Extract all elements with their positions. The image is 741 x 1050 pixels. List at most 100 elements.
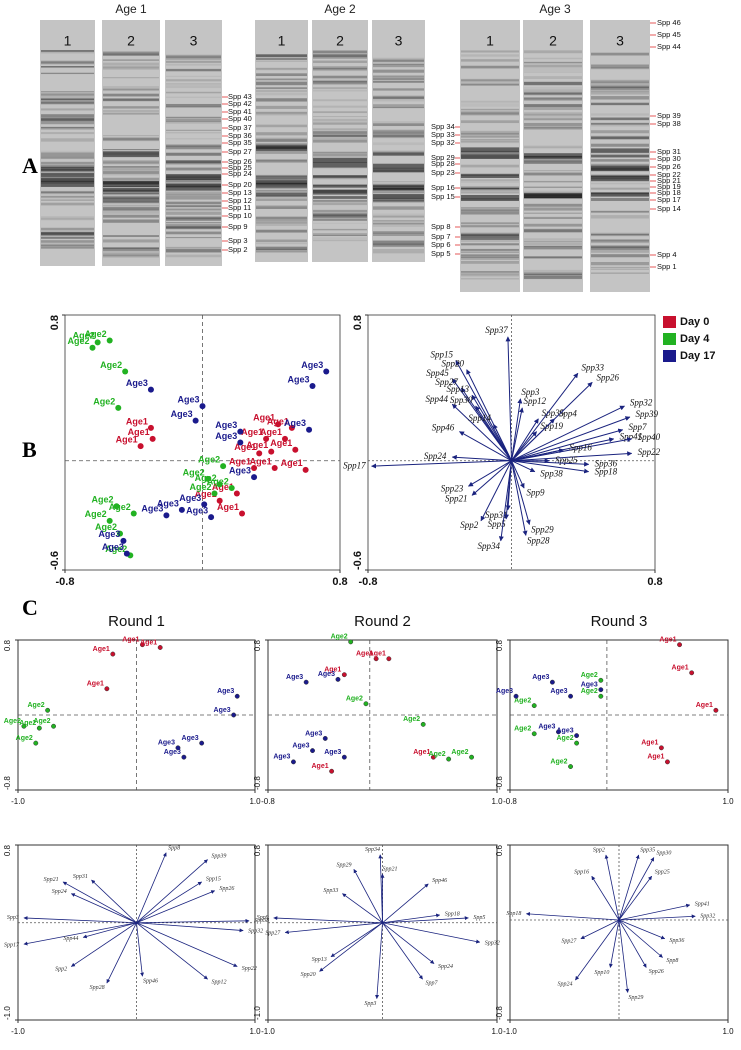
gel-band [256,192,307,195]
gel-band [103,89,159,92]
gel-band [256,114,307,116]
gel-band [461,50,519,53]
gel-band [461,108,519,111]
species-label: Spp 43 [228,92,252,101]
gel-band [166,120,221,124]
lane-label: 2 [127,33,135,49]
gel-band [41,118,94,121]
gel-band [103,51,159,53]
loading-arrow [451,403,512,462]
point [220,463,227,470]
lane-label: 2 [549,33,557,49]
gel-band [166,205,221,208]
gel-band [256,224,307,226]
gel-band [256,57,307,61]
species-label: Spp 42 [228,99,252,108]
gel-band [524,272,582,276]
gel-band [313,196,367,199]
gel-band [41,93,94,96]
gel-band [461,211,519,215]
y-tick-label: -1.0 [3,1006,12,1020]
gel-band [524,186,582,188]
gel-band [166,106,221,108]
loading-label: Spp12 [523,396,546,406]
point-label: Age2 [190,482,212,492]
gel-band [166,208,221,211]
loading-arrow [371,460,512,469]
gel-band [591,192,649,197]
loading-arrow [511,416,631,462]
gel-band [103,59,159,61]
gel-band [373,80,424,83]
gel-band [524,97,582,100]
x-tick-label: -1.0 [261,1027,275,1036]
point-label: Age2 [403,716,420,723]
gel-band [313,60,367,63]
gel-band [524,190,582,194]
gel-band [373,95,424,100]
lane-label: 1 [278,33,286,49]
gel-band [373,131,424,133]
loading-label: Spp19 [541,421,564,431]
loading-label: Spp34 [365,846,380,853]
gel-band [103,166,159,168]
gel-band [313,153,367,157]
gel-band [256,182,307,188]
loading-arrow [618,857,655,921]
point [147,424,154,431]
gel-band [166,217,221,221]
loading-arrow [471,460,512,496]
gel-band [313,105,367,108]
point-label: Age2 [19,720,36,727]
gel-title: Age 2 [324,2,356,16]
gel-band [524,170,582,172]
gel-band [313,233,367,236]
gel-band [373,249,424,251]
x-tick-label: -0.8 [359,576,378,588]
point [122,368,129,375]
point-label: Age1 [356,651,373,658]
loading-arrow [618,919,663,958]
gel-band [256,124,307,128]
species-label: Spp 17 [657,195,681,204]
loading-label: Spp9 [527,488,546,498]
gel-band [166,248,221,253]
point [33,740,39,746]
gel-band [524,104,582,108]
gel-band [591,79,649,84]
loading-arrow [493,423,512,461]
loading-arrow [618,919,630,993]
gel-band [256,160,307,163]
species-label: Spp 33 [431,130,455,139]
point-label: Age2 [451,749,468,756]
gel-band [524,153,582,158]
gel-band [373,181,424,183]
gel-lane [312,20,368,262]
point [216,481,223,488]
gel-band [373,98,424,102]
gel-band [461,238,519,243]
loading-label: Spp39 [211,854,226,860]
gel-band [256,143,307,147]
legend-label: Day 0 [680,316,709,328]
gel-band [373,59,424,62]
loading-arrow [511,418,539,461]
gel-band [461,173,519,178]
gel-band [256,222,307,225]
gel-band [373,69,424,73]
gel-title: Age 1 [115,2,147,16]
gel-band [461,83,519,86]
loading-label: Spp26 [597,372,620,382]
x-tick-label: 1.0 [491,797,503,806]
gel-band [524,122,582,126]
point [555,729,561,735]
species-label: Spp 19 [657,182,681,191]
loading-arrow [618,875,653,921]
gel-band [313,178,367,180]
gel-band [313,222,367,224]
gel-band [103,235,159,238]
legend-label: Day 4 [680,333,710,345]
gel-band [103,253,159,256]
gel-band [256,177,307,180]
x-tick-label: -1.0 [11,1027,25,1036]
